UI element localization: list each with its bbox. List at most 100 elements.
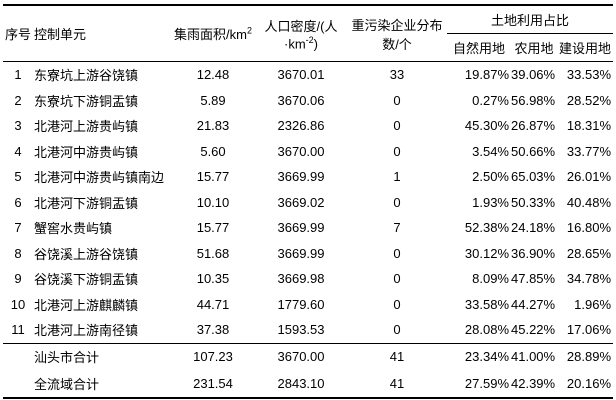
cell-agricultural: 41.00%	[511, 342, 557, 370]
cell-area: 37.38	[196, 322, 230, 338]
cell-total-label: 全流域合计	[34, 376, 100, 392]
density-superscript: -2	[305, 34, 314, 45]
cell-serial: 7	[14, 220, 22, 236]
cell-agricultural: 56.98%	[511, 92, 556, 108]
cell-natural: 19.87%	[464, 67, 509, 83]
cell-serial: 2	[14, 92, 22, 108]
cell-density: 3670.00	[255, 342, 347, 370]
catchment-area-unit-text: 集雨面积/km	[174, 27, 247, 42]
cell-construction: 28.65%	[566, 245, 612, 261]
col-group-land-use: 土地利用占比	[447, 4, 614, 34]
cell-area: 44.71	[196, 296, 230, 312]
cell-density: 3670.00	[277, 143, 325, 159]
col-header-control-unit: 控制单元	[33, 4, 171, 62]
cell-enterprises: 0	[393, 92, 401, 108]
cell-natural: 33.58%	[464, 296, 509, 312]
cell-density: 3669.98	[277, 271, 325, 287]
col-header-agricultural-land: 农用地	[511, 33, 557, 62]
cell-serial: 9	[14, 271, 22, 287]
col-header-polluting-enterprises: 重污染企业分布数/个	[347, 4, 447, 62]
col-header-catchment-area: 集雨面积/km2	[171, 4, 255, 62]
cell-construction: 33.53%	[566, 67, 612, 83]
cell-serial-empty	[3, 370, 33, 398]
cell-total-label: 汕头市合计	[33, 342, 171, 370]
control-unit-table: 序号 控制单元 集雨面积/km2 人口密度/(人·km-2) 重污染企业分布数/…	[3, 4, 614, 399]
cell-density: 1593.53	[277, 322, 325, 338]
table-row: 2 东寮坑下游铜盂镇 5.89 3670.06 0 0.27% 56.98% 2…	[3, 88, 613, 114]
cell-serial: 11	[11, 322, 25, 338]
cell-serial: 4	[14, 143, 22, 159]
cell-area: 5.60	[200, 143, 226, 159]
cell-construction: 18.31%	[566, 118, 612, 134]
table-row: 11 北港河上游南径镇 37.38 1593.53 0 28.08% 45.22…	[3, 317, 613, 343]
cell-enterprises: 0	[393, 322, 401, 338]
cell-natural: 3.54%	[472, 143, 509, 159]
cell-serial: 5	[14, 169, 22, 185]
cell-natural: 8.09%	[472, 271, 509, 287]
cell-agricultural: 39.06%	[511, 67, 556, 83]
cell-area: 21.83	[196, 118, 230, 134]
cell-natural: 0.27%	[472, 92, 509, 108]
cell-agricultural: 47.85%	[511, 271, 556, 287]
table-row: 9 谷饶溪下游铜盂镇 10.35 3669.98 0 8.09% 47.85% …	[3, 266, 613, 292]
col-header-population-density: 人口密度/(人·km-2)	[255, 4, 347, 62]
cell-natural: 1.93%	[472, 194, 509, 210]
document-page: 序号 控制单元 集雨面积/km2 人口密度/(人·km-2) 重污染企业分布数/…	[0, 4, 616, 400]
cell-enterprises: 0	[393, 271, 401, 287]
col-header-serial: 序号	[3, 4, 33, 62]
cell-area: 12.48	[196, 67, 230, 83]
cell-construction: 28.89%	[557, 342, 614, 370]
cell-construction: 16.80%	[566, 220, 612, 236]
cell-density: 3669.99	[277, 220, 325, 236]
cell-natural: 27.59%	[464, 375, 509, 391]
col-header-construction-land: 建设用地	[557, 33, 614, 62]
cell-enterprises: 0	[393, 245, 401, 261]
cell-enterprises: 41	[347, 342, 447, 370]
cell-density: 2843.10	[277, 375, 325, 391]
cell-natural: 45.30%	[464, 118, 509, 134]
cell-serial: 6	[14, 194, 22, 210]
cell-agricultural: 45.22%	[511, 322, 556, 338]
cell-construction: 34.78%	[566, 271, 612, 287]
cell-agricultural: 42.39%	[511, 375, 556, 391]
cell-construction: 1.96%	[574, 296, 612, 312]
cell-enterprises: 0	[393, 296, 401, 312]
table-row: 1 东寮坑上游谷饶镇 12.48 3670.01 33 19.87% 39.06…	[3, 62, 613, 88]
cell-unit-name: 东寮坑下游铜盂镇	[34, 93, 139, 109]
cell-enterprises: 0	[393, 194, 401, 210]
cell-serial: 10	[10, 296, 26, 312]
cell-density: 2326.86	[277, 118, 325, 134]
cell-area: 107.23	[171, 342, 255, 370]
cell-density: 3670.06	[277, 92, 325, 108]
table-row: 8 谷饶溪上游谷饶镇 51.68 3669.99 0 30.12% 36.90%…	[3, 241, 613, 267]
cell-density: 3669.99	[277, 245, 325, 261]
cell-agricultural: 50.66%	[511, 143, 556, 159]
cell-agricultural: 65.03%	[511, 169, 556, 185]
cell-natural: 2.50%	[472, 169, 509, 185]
cell-unit-name: 东寮坑上游谷饶镇	[34, 68, 139, 84]
cell-enterprises: 0	[393, 118, 401, 134]
cell-enterprises: 7	[393, 220, 401, 236]
table-row: 3 北港河上游贵屿镇 21.83 2326.86 0 45.30% 26.87%…	[3, 113, 613, 139]
cell-area: 231.54	[193, 375, 233, 391]
cell-construction: 26.01%	[566, 169, 612, 185]
total-row-shantou: 汕头市合计 107.23 3670.00 41 23.34% 41.00% 28…	[3, 342, 614, 370]
cell-unit-name: 北港河上游南径镇	[34, 323, 139, 339]
cell-unit-name: 谷饶溪下游铜盂镇	[34, 272, 139, 288]
cell-agricultural: 24.18%	[511, 220, 556, 236]
cell-density: 3669.99	[277, 169, 325, 185]
cell-serial: 3	[14, 118, 22, 134]
cell-natural: 28.08%	[464, 322, 509, 338]
total-row-basin: 全流域合计 231.54 2843.10 41 27.59% 42.39% 20…	[3, 370, 613, 398]
cell-density: 3669.02	[277, 194, 325, 210]
density-unit-close: )	[313, 36, 319, 52]
table-body: 1 东寮坑上游谷饶镇 12.48 3670.01 33 19.87% 39.06…	[3, 62, 613, 344]
cell-serial: 8	[14, 245, 22, 261]
catchment-area-superscript: 2	[246, 25, 252, 36]
cell-area: 10.35	[196, 271, 230, 287]
cell-unit-name: 北港河上游麒麟镇	[34, 297, 139, 313]
cell-enterprises: 1	[393, 169, 401, 185]
table-row: 6 北港河下游铜盂镇 10.10 3669.02 0 1.93% 50.33% …	[3, 190, 613, 216]
cell-area: 15.77	[196, 220, 230, 236]
cell-agricultural: 26.87%	[511, 118, 556, 134]
